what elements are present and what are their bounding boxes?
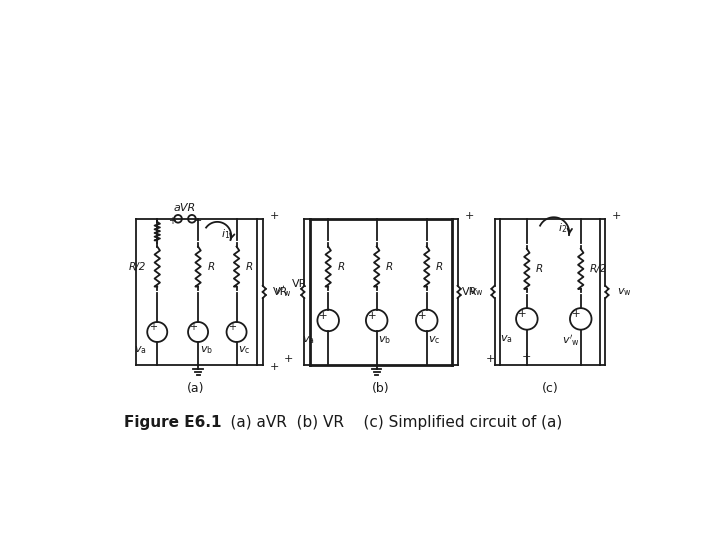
- Text: R: R: [536, 264, 544, 274]
- Text: +: +: [368, 311, 377, 321]
- Text: +: +: [168, 216, 176, 226]
- Text: +: +: [269, 362, 279, 372]
- Text: $v_{\rm a}$: $v_{\rm a}$: [302, 334, 315, 346]
- Text: $v_{\rm a}$: $v_{\rm a}$: [500, 333, 513, 345]
- Text: +: +: [148, 322, 157, 332]
- Text: +: +: [522, 353, 531, 362]
- Text: Figure E6.1: Figure E6.1: [124, 415, 222, 430]
- Text: $v_{\rm c}$: $v_{\rm c}$: [428, 334, 441, 346]
- Text: R: R: [436, 261, 444, 272]
- Text: VR: VR: [273, 287, 288, 297]
- Text: +: +: [228, 322, 236, 332]
- Text: +: +: [319, 311, 328, 321]
- Text: +: +: [284, 354, 293, 364]
- Text: aVR: aVR: [173, 202, 195, 213]
- Text: +: +: [269, 212, 279, 221]
- Text: +: +: [518, 309, 526, 319]
- Text: $v_{\rm a}$: $v_{\rm a}$: [134, 345, 146, 356]
- Text: +: +: [464, 212, 474, 221]
- Text: R: R: [246, 261, 253, 272]
- Text: VR: VR: [292, 279, 307, 289]
- Text: R: R: [207, 261, 215, 272]
- Text: $v_{\rm c}$: $v_{\rm c}$: [238, 345, 251, 356]
- Text: R: R: [386, 261, 393, 272]
- Text: R/2: R/2: [129, 261, 146, 272]
- Text: (a) aVR  (b) VR    (c) Simplified circuit of (a): (a) aVR (b) VR (c) Simplified circuit of…: [211, 415, 562, 430]
- Text: (a): (a): [187, 382, 204, 395]
- Text: +: +: [418, 311, 426, 321]
- Text: $v_{\rm b}$: $v_{\rm b}$: [199, 345, 212, 356]
- Text: VR: VR: [462, 287, 477, 297]
- Text: −: −: [194, 216, 202, 226]
- Text: $v_{\rm b}$: $v_{\rm b}$: [378, 334, 392, 346]
- Text: $v'_{\rm w}$: $v'_{\rm w}$: [274, 285, 292, 299]
- Text: R: R: [338, 261, 345, 272]
- Text: $i_1$: $i_1$: [221, 227, 230, 241]
- Text: (b): (b): [372, 382, 390, 395]
- Text: +: +: [189, 322, 197, 332]
- Text: (c): (c): [541, 382, 558, 395]
- Text: +: +: [486, 354, 495, 364]
- Text: $v_{\rm w}$: $v_{\rm w}$: [469, 286, 484, 298]
- Text: $v'_{\rm w}$: $v'_{\rm w}$: [562, 333, 579, 348]
- Text: +: +: [612, 212, 621, 221]
- Text: R/2: R/2: [590, 264, 608, 274]
- Text: +: +: [572, 309, 580, 319]
- Text: $i_2$: $i_2$: [558, 221, 567, 235]
- Text: $v_{\rm w}$: $v_{\rm w}$: [617, 286, 631, 298]
